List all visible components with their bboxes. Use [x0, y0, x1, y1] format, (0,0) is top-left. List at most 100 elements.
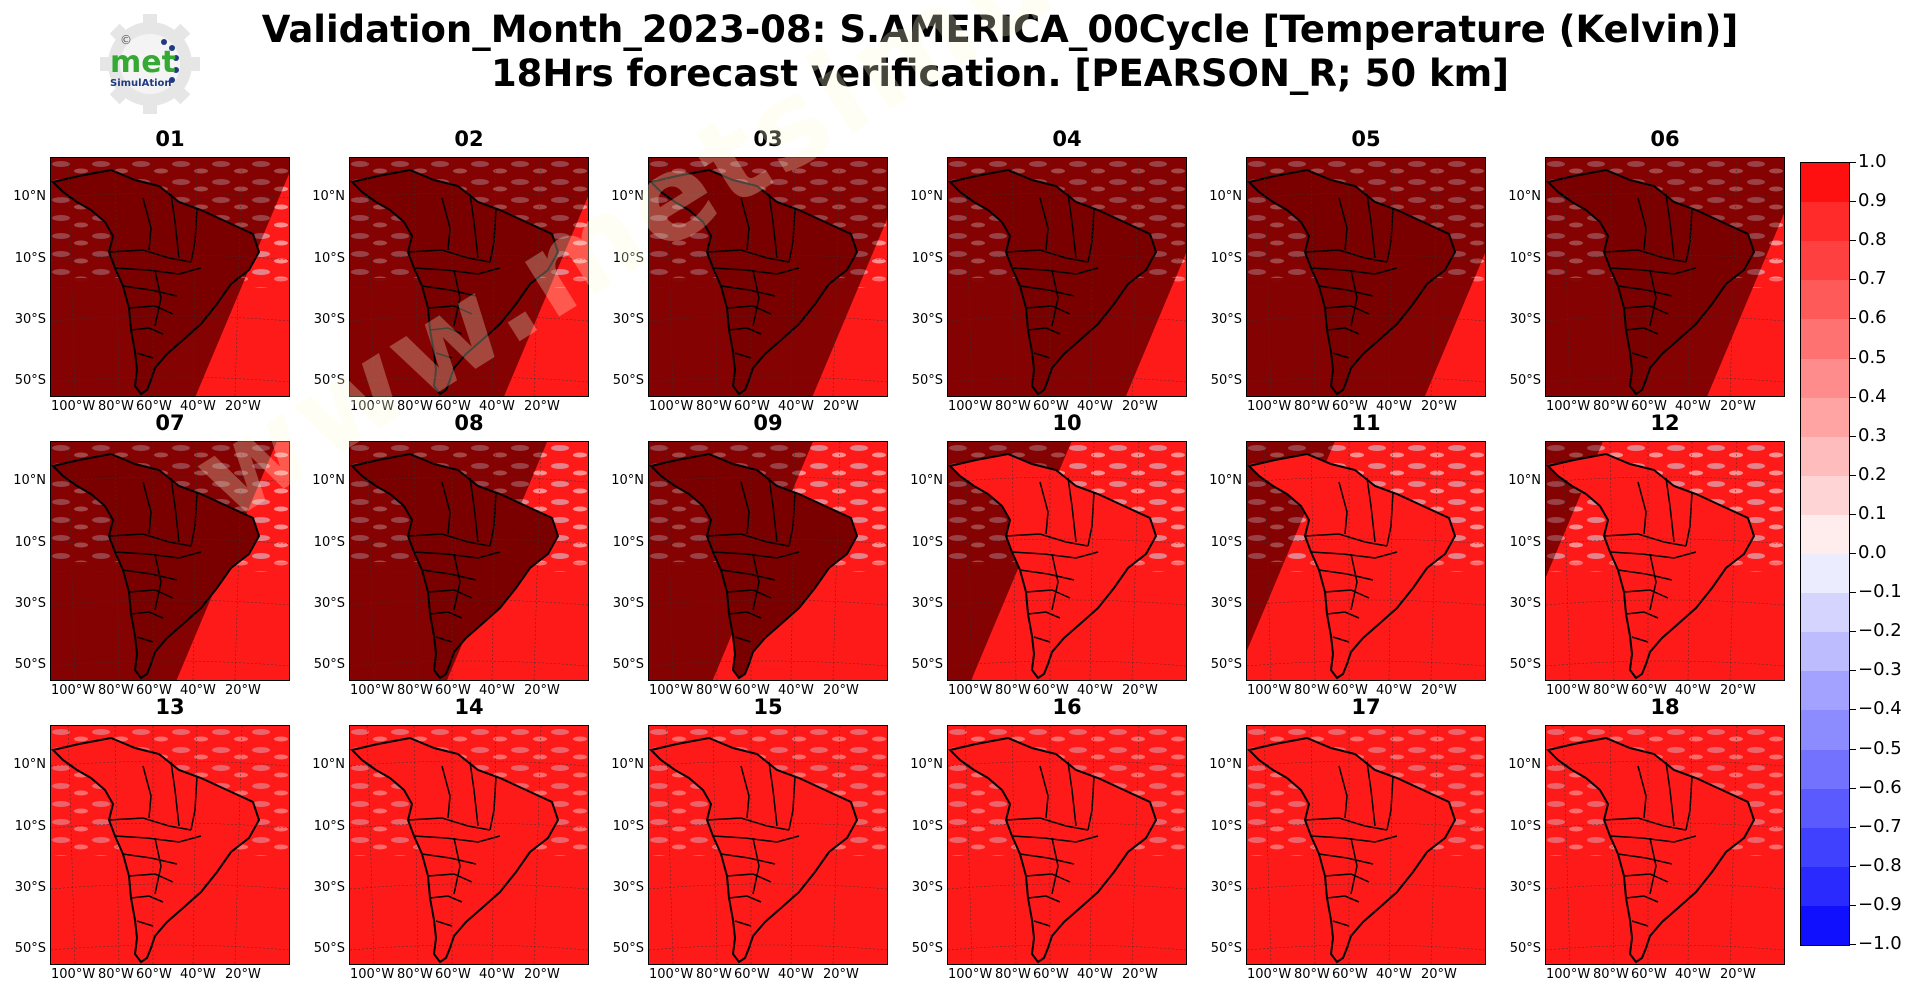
correlation-map [349, 441, 589, 681]
colorbar-tick-label: 0.7 [1858, 268, 1887, 290]
latitude-label: 30°S [612, 596, 644, 611]
longitude-label: 40°W [778, 967, 814, 982]
longitude-label: 40°W [1077, 399, 1113, 414]
latitude-label: 10°S [1210, 251, 1242, 266]
latitude-label: 10°N [611, 757, 644, 772]
latitude-label: 10°N [611, 473, 644, 488]
longitude-label: 80°W [995, 399, 1031, 414]
latitude-label: 30°S [1210, 880, 1242, 895]
latitude-label: 10°N [1508, 473, 1541, 488]
latitude-label: 30°S [612, 312, 644, 327]
longitude-label: 80°W [1294, 967, 1330, 982]
longitude-label: 100°W [51, 399, 96, 414]
latitude-label: 10°S [1509, 819, 1541, 834]
longitude-label: 20°W [1421, 967, 1457, 982]
colorbar-tick [1849, 240, 1856, 242]
longitude-label: 40°W [1376, 967, 1412, 982]
latitude-label: 10°S [14, 819, 46, 834]
latitude-label: 50°S [313, 657, 345, 672]
longitude-label: 60°W [435, 967, 471, 982]
longitude-label: 100°W [1247, 399, 1292, 414]
longitude-label: 80°W [696, 683, 732, 698]
latitude-label: 10°N [910, 189, 943, 204]
colorbar [1800, 162, 1850, 946]
latitude-label: 30°S [612, 880, 644, 895]
longitude-label: 40°W [1376, 399, 1412, 414]
longitude-label: 60°W [1033, 683, 1069, 698]
longitude-label: 60°W [1033, 967, 1069, 982]
colorbar-tick [1849, 904, 1856, 906]
longitude-label: 40°W [479, 967, 515, 982]
longitude-label: 20°W [225, 683, 261, 698]
latitude-label: 10°S [612, 535, 644, 550]
title-line-2: 18Hrs forecast verification. [PEARSON_R;… [490, 52, 1510, 95]
colorbar-tick-label: 0.8 [1858, 229, 1887, 251]
colorbar-tick-label: −0.7 [1858, 815, 1902, 837]
latitude-label: 50°S [1509, 657, 1541, 672]
colorbar-tick [1849, 670, 1856, 672]
latitude-label: 10°N [1209, 189, 1242, 204]
longitude-label: 80°W [1294, 683, 1330, 698]
latitude-label: 10°N [1209, 757, 1242, 772]
latitude-label: 10°S [911, 819, 943, 834]
colorbar-segment [1801, 163, 1849, 203]
longitude-label: 80°W [995, 683, 1031, 698]
colorbar-tick-label: −0.5 [1858, 737, 1902, 759]
longitude-label: 80°W [995, 967, 1031, 982]
longitude-label: 60°W [1332, 399, 1368, 414]
latitude-label: 30°S [1210, 596, 1242, 611]
colorbar-tick [1849, 357, 1856, 359]
latitude-label: 30°S [1509, 596, 1541, 611]
colorbar-tick [1849, 787, 1856, 789]
longitude-label: 100°W [1546, 683, 1591, 698]
colorbar-tick [1849, 592, 1856, 594]
latitude-label: 10°S [911, 251, 943, 266]
colorbar-tick-label: 0.3 [1858, 424, 1887, 446]
colorbar-tick [1849, 162, 1856, 163]
latitude-label: 10°S [313, 535, 345, 550]
latitude-label: 50°S [612, 373, 644, 388]
longitude-label: 60°W [734, 967, 770, 982]
colorbar-segment [1801, 554, 1849, 594]
colorbar-segment [1801, 749, 1849, 790]
longitude-label: 100°W [51, 967, 96, 982]
longitude-label: 40°W [1675, 399, 1711, 414]
correlation-map [648, 441, 888, 681]
longitude-label: 100°W [1247, 967, 1292, 982]
correlation-map [50, 441, 290, 681]
colorbar-tick [1849, 865, 1856, 867]
longitude-label: 100°W [649, 399, 694, 414]
latitude-label: 30°S [313, 880, 345, 895]
colorbar-tick-label: 0.2 [1858, 463, 1887, 485]
latitude-label: 50°S [14, 373, 46, 388]
colorbar-tick-label: −1.0 [1858, 933, 1902, 954]
longitude-label: 20°W [1720, 399, 1756, 414]
colorbar-segment [1801, 241, 1849, 281]
latitude-label: 10°S [14, 251, 46, 266]
latitude-label: 30°S [911, 880, 943, 895]
panel-title: 15 [753, 695, 783, 719]
longitude-label: 100°W [948, 399, 993, 414]
longitude-label: 20°W [225, 967, 261, 982]
colorbar-tick [1849, 553, 1856, 554]
longitude-label: 100°W [51, 683, 96, 698]
latitude-label: 10°N [13, 189, 46, 204]
panel-title: 09 [753, 411, 783, 435]
colorbar-tick-label: 0.0 [1858, 542, 1887, 563]
longitude-label: 20°W [1421, 399, 1457, 414]
longitude-label: 60°W [1631, 683, 1667, 698]
longitude-label: 60°W [435, 683, 471, 698]
latitude-label: 30°S [14, 312, 46, 327]
longitude-label: 40°W [180, 683, 216, 698]
correlation-map [50, 725, 290, 965]
latitude-label: 10°S [1210, 819, 1242, 834]
met-simulation-logo: © met SimulAtion [100, 14, 200, 114]
latitude-label: 10°S [612, 819, 644, 834]
correlation-map [648, 157, 888, 397]
correlation-map [1545, 725, 1785, 965]
colorbar-tick [1849, 513, 1856, 515]
panel-title: 05 [1351, 127, 1381, 151]
colorbar-tick-label: −0.8 [1858, 854, 1902, 876]
colorbar-tick [1849, 944, 1856, 945]
colorbar-segment [1801, 866, 1849, 907]
